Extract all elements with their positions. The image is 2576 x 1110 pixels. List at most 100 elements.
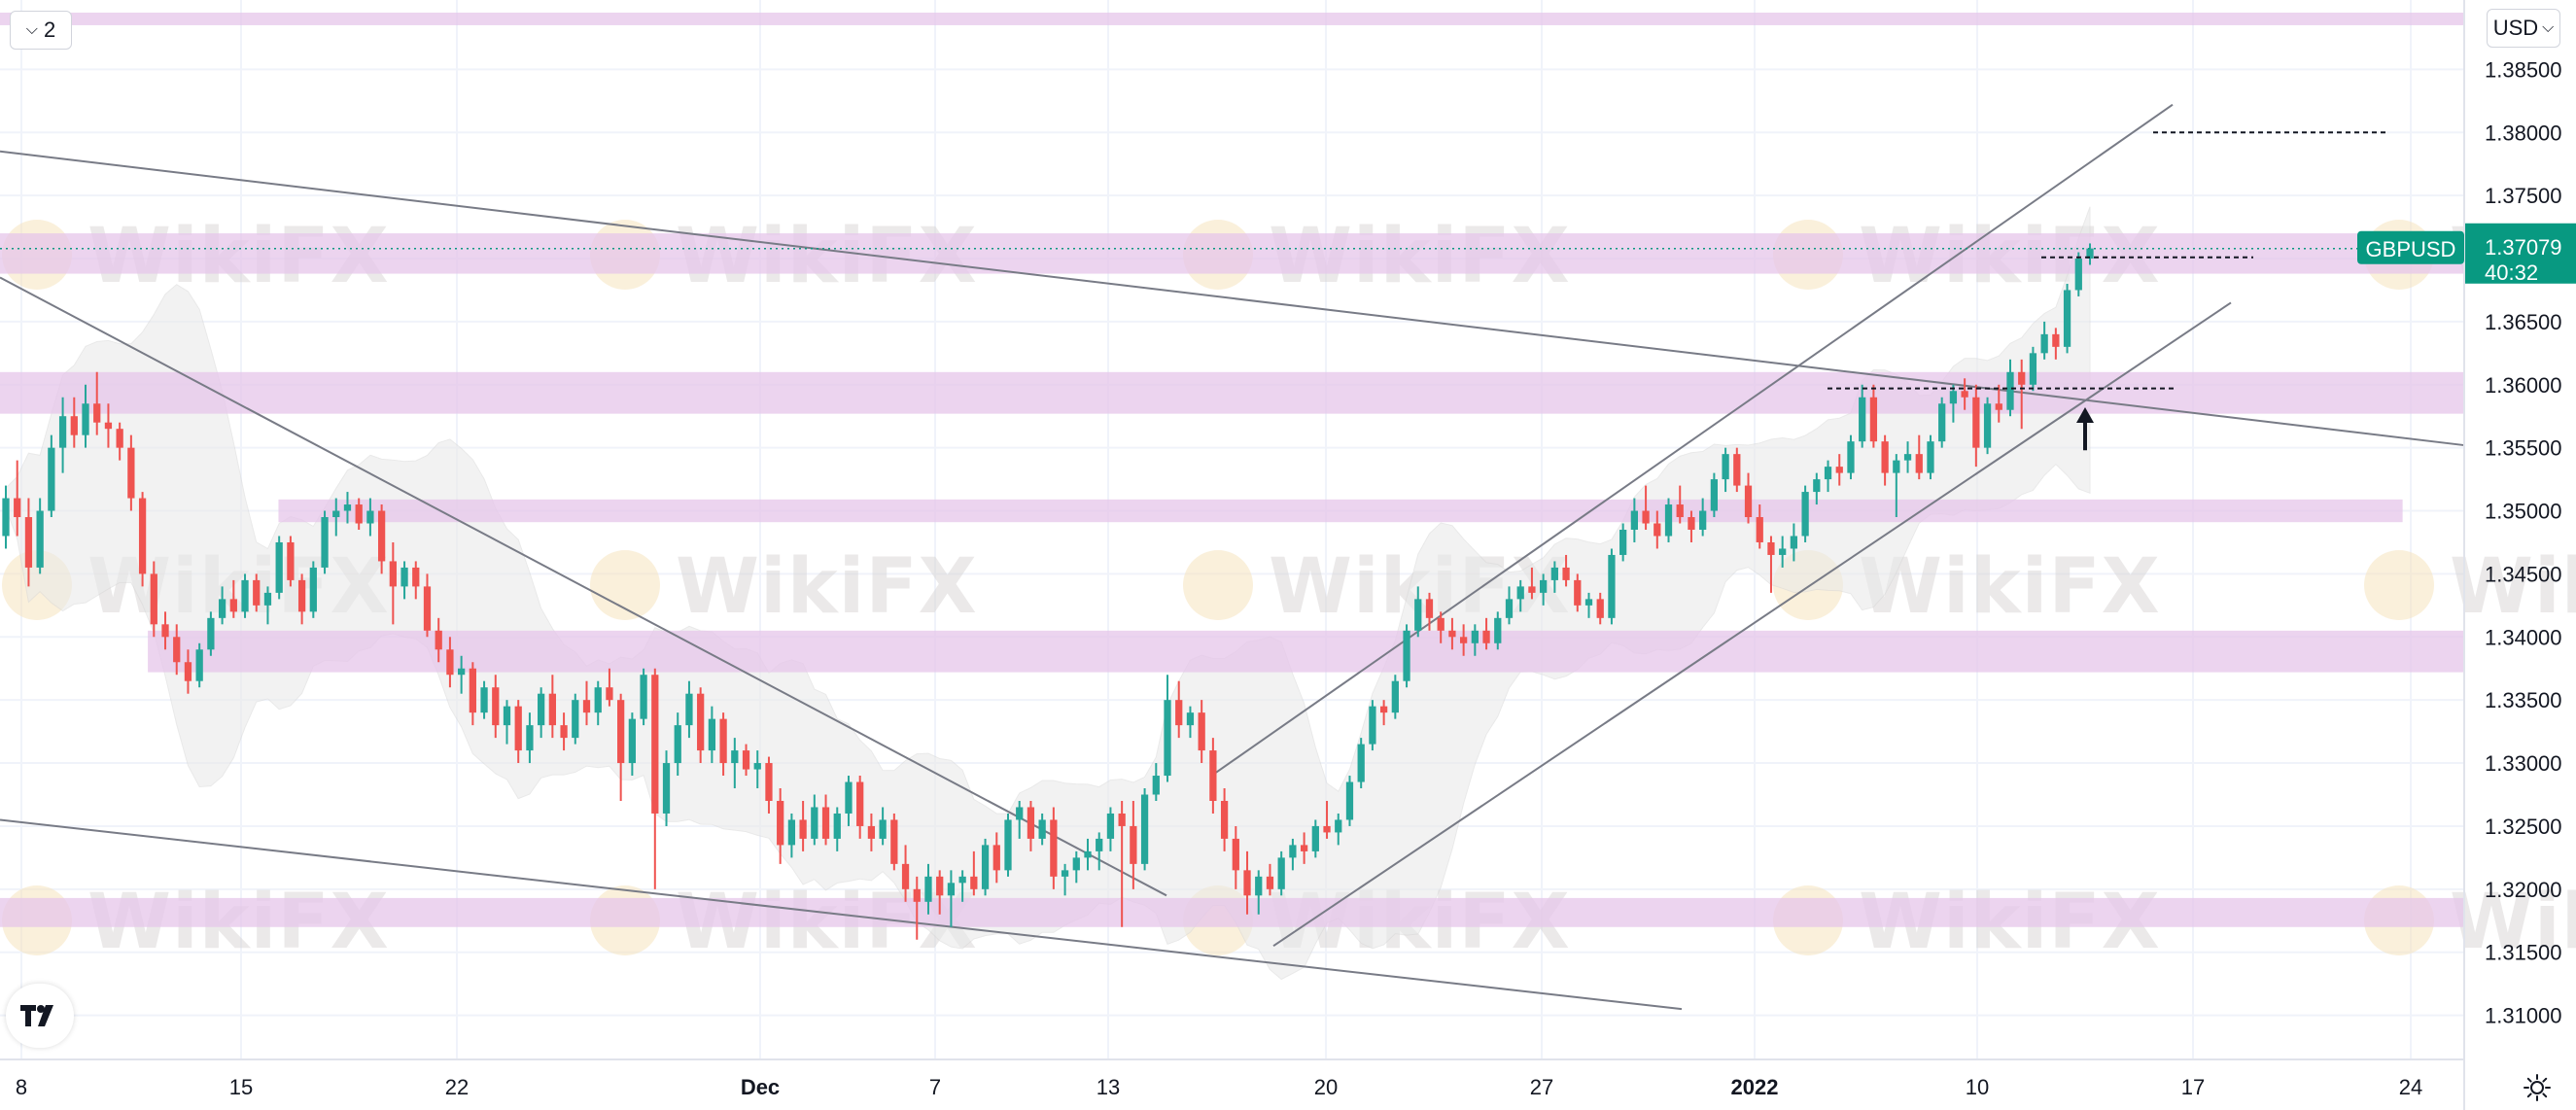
sr-zone <box>278 499 2403 523</box>
candle-body <box>582 700 591 713</box>
candle-body <box>1038 819 1046 839</box>
annotations <box>0 131 2464 451</box>
candle-body <box>1961 391 1968 398</box>
candle-body <box>890 819 898 864</box>
candle-body <box>1220 800 1229 839</box>
sun-gear-icon[interactable] <box>2516 1069 2559 1106</box>
candle-body <box>503 706 511 726</box>
time-tick-label: 22 <box>445 1075 469 1099</box>
candle-body <box>1688 517 1695 530</box>
time-tick-label: 24 <box>2399 1075 2422 1099</box>
candle-body <box>856 781 864 826</box>
candle-body <box>879 819 887 839</box>
candle-body <box>253 579 261 606</box>
price-tick-label: 1.33000 <box>2485 751 2562 776</box>
candle-body <box>218 599 226 618</box>
time-tick-label: 8 <box>16 1075 27 1099</box>
candle-body <box>901 863 910 889</box>
candle-body <box>138 498 147 574</box>
indicator-collapse-button[interactable]: ⌵ 2 <box>10 11 72 50</box>
candle-body <box>1164 700 1171 777</box>
candle-body <box>514 706 522 751</box>
price-tick-label: 1.32000 <box>2485 878 2562 902</box>
sr-zone <box>0 233 2464 274</box>
candle-body <box>1209 750 1217 801</box>
candle-body <box>82 403 89 435</box>
tradingview-logo-icon[interactable] <box>6 984 74 1048</box>
candle-body <box>1140 794 1149 864</box>
candle-body <box>1664 504 1673 537</box>
candle-body <box>1642 510 1650 524</box>
candle-body <box>811 807 818 839</box>
candle-body <box>1972 397 1980 448</box>
symbol-badge <box>2357 230 2464 264</box>
candle-body <box>1540 579 1548 593</box>
candle-body <box>389 561 397 587</box>
price-tick-label: 1.33500 <box>2485 688 2562 712</box>
candle-body <box>1471 630 1479 643</box>
candle-body <box>548 693 556 726</box>
candle-body <box>1608 554 1616 618</box>
candle-body <box>14 498 21 518</box>
candle-body <box>1562 567 1570 580</box>
price-tick-label: 1.35000 <box>2485 500 2562 524</box>
candle-body <box>913 888 921 902</box>
candle-body <box>742 750 750 770</box>
candle-body <box>377 510 386 562</box>
price-tick-label: 1.32500 <box>2485 815 2562 839</box>
candle-body <box>1676 504 1684 518</box>
candle-body <box>1505 599 1514 618</box>
candle-body <box>787 819 796 846</box>
candle-body <box>195 649 203 681</box>
candle-body <box>366 510 374 524</box>
candle-body <box>1710 479 1719 511</box>
candle-body <box>981 845 990 889</box>
candle-body <box>1232 838 1239 871</box>
candle-body <box>572 700 579 739</box>
candle-body <box>1550 567 1558 580</box>
candle-body <box>1277 857 1285 889</box>
trendline <box>1272 301 2232 948</box>
countdown-label: 40:32 <box>2485 260 2538 285</box>
candle-body <box>538 693 545 726</box>
time-tick-label: 20 <box>1314 1075 1338 1099</box>
candle-body <box>1733 454 1741 486</box>
trendline <box>0 276 1167 897</box>
candle-body <box>1379 706 1388 713</box>
candle-body <box>1300 845 1308 851</box>
price-tick-label: 1.31500 <box>2485 941 2562 965</box>
candle-body <box>2074 259 2082 291</box>
candle-body <box>458 668 466 676</box>
candle-body <box>970 876 978 889</box>
candle-body <box>936 876 944 896</box>
candle-body <box>343 504 352 511</box>
candle-body <box>2086 248 2094 260</box>
tradingview-logo-shape <box>20 1005 53 1026</box>
candle-body <box>1425 599 1434 618</box>
currency-label: USD <box>2492 16 2539 40</box>
candle-body <box>753 763 761 770</box>
candle-body <box>1938 403 1946 442</box>
time-tick-label: 13 <box>1097 1075 1120 1099</box>
candle-body <box>1699 510 1707 530</box>
candle-body <box>1654 523 1661 537</box>
candle-body <box>662 763 671 814</box>
candle-body <box>1847 441 1855 473</box>
candle-body <box>1927 441 1934 473</box>
time-tick-label: 17 <box>2181 1075 2205 1099</box>
candle-body <box>400 567 408 587</box>
currency-select[interactable]: USD ⌵ <box>2487 9 2560 48</box>
candle-body <box>1459 637 1468 643</box>
candle-body <box>947 883 956 896</box>
candle-body <box>1437 617 1445 631</box>
candle-body <box>2 498 10 537</box>
watermark-text: WikiFX <box>2450 543 2576 631</box>
time-axis: 8 15 22 Dec 7 13 20 27 2022 10 17 24 <box>0 1058 2464 1099</box>
candle-body <box>1323 825 1331 833</box>
candle-body <box>1414 599 1422 631</box>
candle-body <box>423 586 432 631</box>
candle-body <box>1027 807 1035 839</box>
candle-body <box>1859 397 1866 442</box>
watermark-logo-icon <box>1183 550 1253 620</box>
